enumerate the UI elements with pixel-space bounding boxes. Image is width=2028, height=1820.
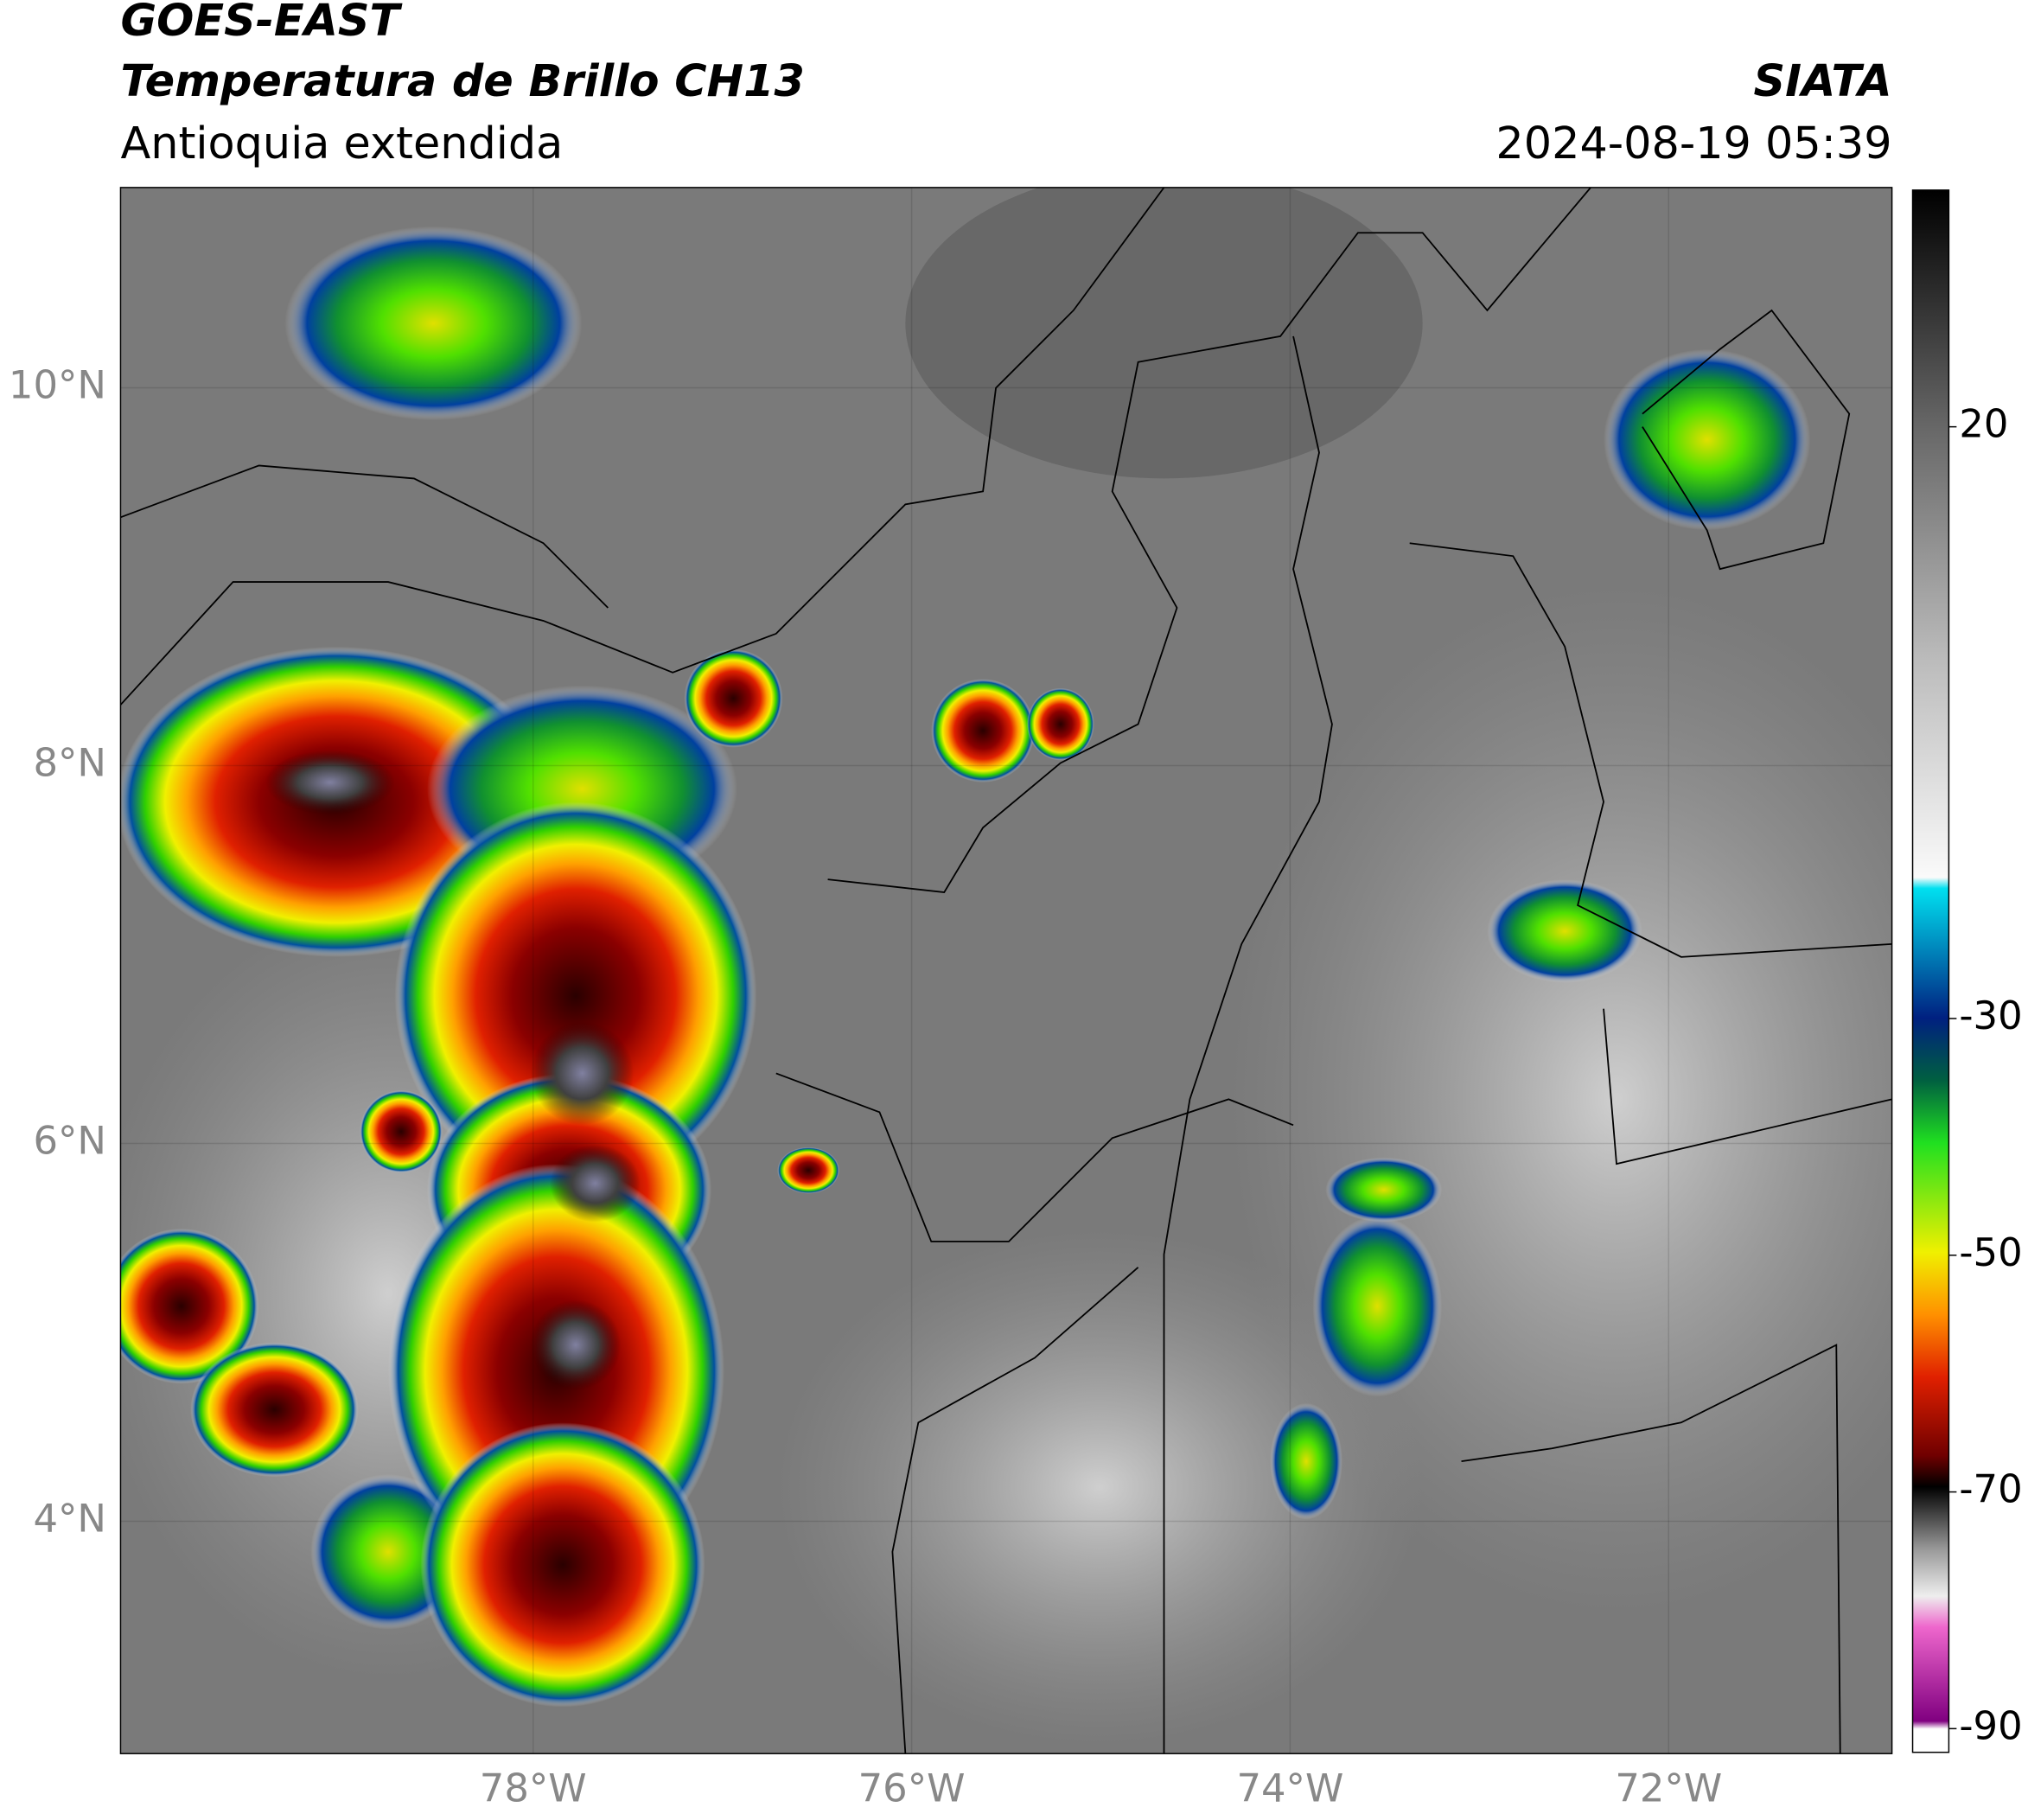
storm [1026, 687, 1094, 761]
storm [190, 1342, 359, 1478]
border [827, 187, 1591, 894]
timestamp: 2024-08-19 05:39 [1495, 118, 1891, 169]
border [1603, 1008, 1892, 1165]
colorbar [1911, 189, 1950, 1753]
border [891, 1267, 1139, 1754]
border [1461, 1344, 1841, 1754]
y-tick-label: 6°N [33, 1117, 106, 1163]
storm [684, 648, 783, 748]
colorbar-tick-label: 20 [1959, 401, 2008, 447]
y-tick-label: 8°N [33, 739, 106, 785]
map-frame [119, 187, 1893, 1754]
colorbar-tick-label: -70 [1959, 1466, 2022, 1512]
cold-top [550, 1144, 641, 1223]
cloud [1604, 348, 1811, 531]
storm [394, 801, 757, 1191]
warm-area [775, 1228, 1423, 1747]
storm [360, 1089, 443, 1173]
satellite-image [120, 187, 1892, 1754]
x-tick-label: 72°W [1615, 1766, 1722, 1811]
title: GOES-EAST [120, 0, 403, 46]
cloud [284, 226, 583, 421]
graticule [120, 187, 1892, 1754]
border [120, 464, 609, 609]
x-tick-label: 76°W [858, 1766, 966, 1811]
source: SIATA [1753, 55, 1891, 106]
colorbar-tick-label: -90 [1959, 1702, 2022, 1748]
storm [420, 1422, 705, 1708]
cold-top [265, 750, 395, 815]
border [120, 187, 1165, 706]
subtitle: Temperatura de Brillo CH13 [120, 55, 804, 106]
cloud [1487, 879, 1642, 983]
cloud [1312, 1215, 1443, 1397]
storm [777, 1146, 840, 1194]
cloud [1325, 1157, 1443, 1223]
cold-top [530, 1300, 622, 1390]
cold-top [530, 1021, 635, 1126]
x-tick-label: 74°W [1236, 1766, 1343, 1811]
region: Antioquia extendida [120, 118, 563, 169]
border [1163, 335, 1333, 1754]
x-tick-label: 78°W [480, 1766, 587, 1811]
y-tick-label: 10°N [9, 361, 106, 407]
border [1642, 309, 1851, 571]
y-tick-label: 4°N [33, 1495, 106, 1541]
colorbar-tick-label: -30 [1959, 993, 2022, 1038]
storm [931, 679, 1035, 782]
borders [120, 187, 1892, 1754]
border [1409, 542, 1892, 958]
cloud [1270, 1402, 1342, 1520]
storm [120, 1228, 259, 1384]
cool-area [905, 187, 1423, 479]
colorbar-tick-label: -50 [1959, 1229, 2022, 1275]
border [775, 1072, 1294, 1242]
